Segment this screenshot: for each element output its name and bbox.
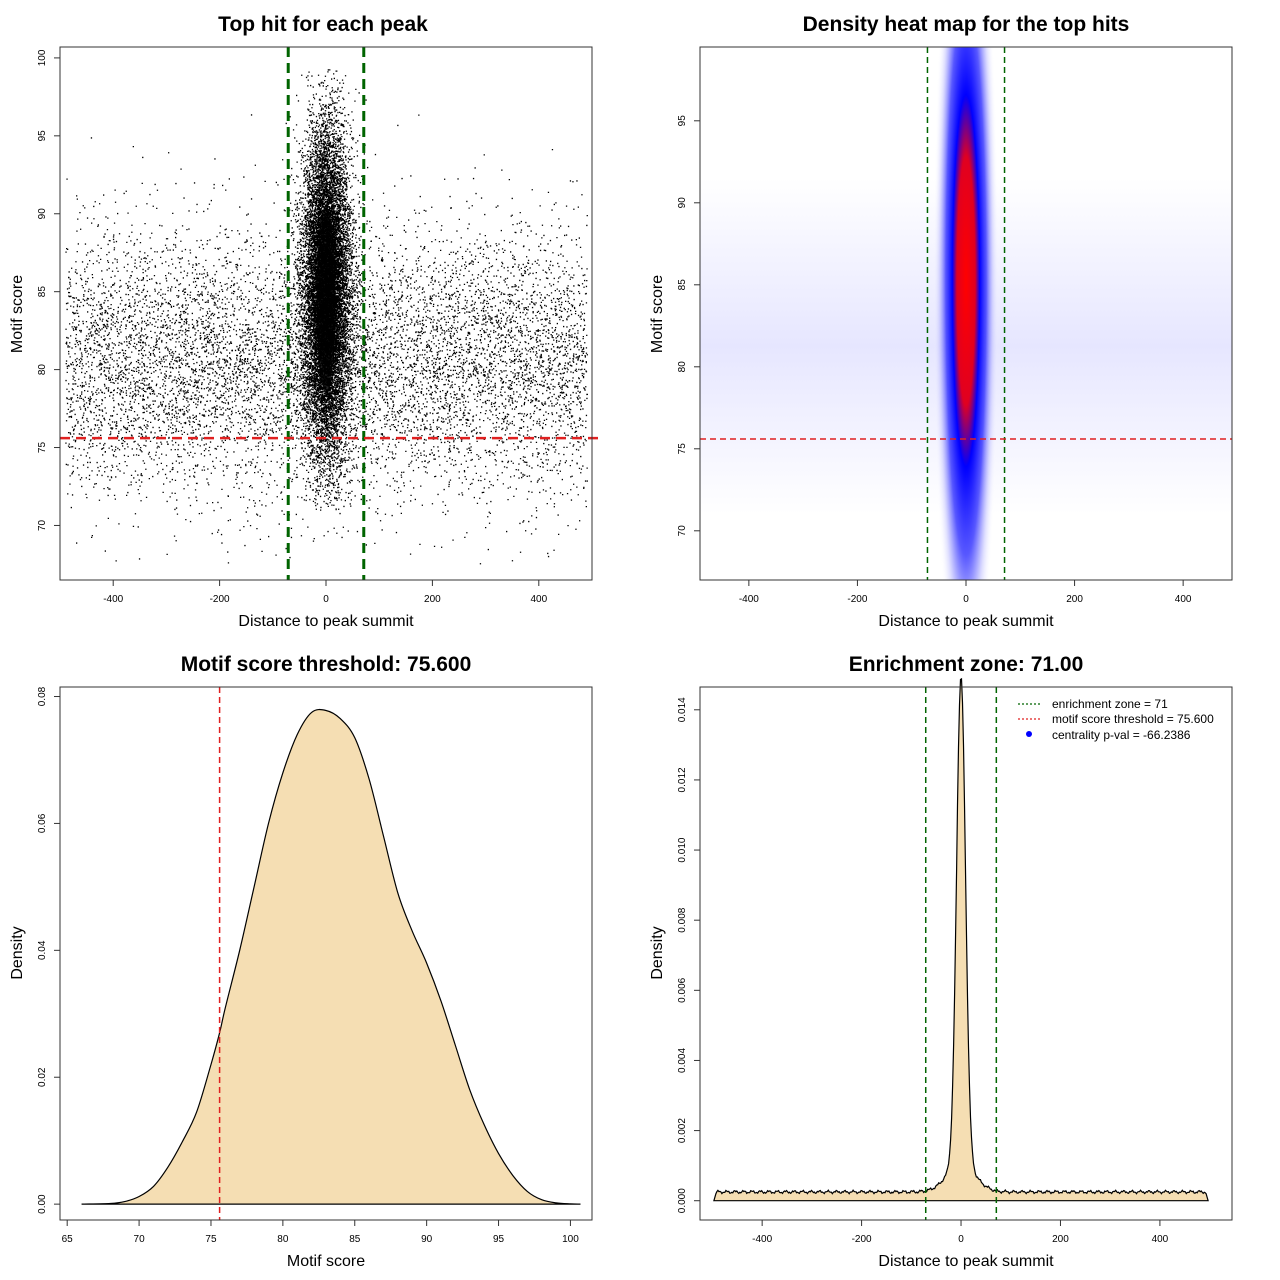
score-density-x-tick-label: 65 [62,1234,74,1245]
position-density-y-tick-label: 0.008 [677,907,688,932]
score-density-x-label: Motif score [287,1253,365,1270]
scatter-y-tick-label: 100 [37,49,48,66]
position-density-y-tick-label: 0.006 [677,977,688,1002]
scatter-y-tick-label: 95 [37,130,48,142]
legend-threshold-label: motif score threshold = 75.600 [1052,712,1214,726]
heatmap-x-tick-label: 200 [1066,594,1083,605]
score-density-panel: Motif score threshold: 75.600 65 70 75 80 85… [9,653,593,1270]
heatmap-y-tick-label: 85 [677,279,688,291]
scatter-y-tick-label: 80 [37,364,48,376]
position-density-x-tick-label: 200 [1052,1234,1069,1245]
position-density-y-tick-label: 0.004 [677,1048,688,1073]
scatter-y-tick-label: 90 [37,208,48,220]
scatter-points [65,69,589,565]
heatmap-y-tick-label: 80 [677,361,688,373]
heatmap-x-tick-label: -400 [739,594,759,605]
score-density-y-ticks: 0.00 0.02 0.04 0.06 0.08 [37,686,60,1214]
score-density-frame [59,686,593,1221]
score-density-curve [81,708,581,1205]
score-density-x-tick-label: 80 [277,1234,289,1245]
position-density-y-ticks: 0.000 0.002 0.004 0.006 0.008 0.010 0.012 0.014 [677,697,700,1213]
position-density-y-tick-label: 0.014 [677,697,688,722]
scatter-x-ticks: -400 -200 0 200 400 [103,580,548,605]
score-density-x-tick-label: 75 [205,1234,217,1245]
score-density-x-tick-label: 95 [493,1234,505,1245]
heatmap-y-tick-label: 70 [677,525,688,537]
heatmap-panel: Density heat map for the top hits -400 -2… [649,13,1233,630]
scatter-title: Top hit for each peak [218,13,428,36]
heatmap-x-tick-label: -200 [847,594,867,605]
score-density-x-tick-label: 100 [562,1234,579,1245]
score-density-title: Motif score threshold: 75.600 [181,653,472,676]
scatter-y-tick-label: 75 [37,442,48,454]
position-density-panel: Enrichment zone: 71.00 -400 -200 0 200 400 0… [649,653,1233,1270]
position-density-y-tick-label: 0.000 [677,1188,688,1213]
heatmap-y-tick-label: 95 [677,115,688,127]
legend: enrichment zone = 71 motif score thresho… [1018,697,1214,742]
scatter-panel: Top hit for each peak -400 -200 0 200 400 70… [9,13,600,630]
heatmap-x-label: Distance to peak summit [878,613,1054,630]
score-density-x-tick-label: 90 [421,1234,433,1245]
score-density-y-tick-label: 0.02 [37,1067,48,1087]
legend-enrichment-zone-label: enrichment zone = 71 [1052,697,1168,711]
scatter-x-tick-label: 0 [323,594,329,605]
scatter-dense-core [316,205,336,393]
position-density-y-tick-label: 0.002 [677,1118,688,1143]
score-density-y-tick-label: 0.06 [37,813,48,833]
position-density-title: Enrichment zone: 71.00 [849,653,1084,676]
heatmap-y-tick-label: 90 [677,197,688,209]
score-density-x-ticks: 65 70 75 80 85 90 95 100 [62,1220,579,1245]
heatmap-hotspot [933,47,999,580]
score-density-x-tick-label: 85 [349,1234,361,1245]
scatter-x-tick-label: -400 [103,594,123,605]
score-density-y-tick-label: 0.04 [37,940,48,960]
position-density-curve [713,677,1209,1202]
heatmap-y-label: Motif score [649,275,666,353]
legend-centrality-label: centrality p-val = -66.2386 [1052,728,1191,742]
score-density-y-tick-label: 0.08 [37,686,48,706]
position-density-x-ticks: -400 -200 0 200 400 [752,1220,1169,1245]
heatmap-title: Density heat map for the top hits [803,13,1130,36]
scatter-y-tick-label: 70 [37,519,48,531]
scatter-x-tick-label: 200 [424,594,441,605]
heatmap-y-tick-label: 75 [677,443,688,455]
position-density-x-label: Distance to peak summit [878,1253,1054,1270]
heatmap-x-tick-label: 400 [1175,594,1192,605]
heatmap-y-ticks: 70 75 80 85 90 95 [677,115,700,537]
position-density-frame [699,686,1233,1221]
position-density-x-tick-label: -400 [752,1234,772,1245]
heatmap-x-tick-label: 0 [963,594,969,605]
legend-centrality-point-icon [1026,731,1032,737]
score-density-x-tick-label: 70 [134,1234,146,1245]
position-density-x-tick-label: -200 [852,1234,872,1245]
position-density-y-tick-label: 0.010 [677,837,688,862]
score-density-y-tick-label: 0.00 [37,1194,48,1214]
score-density-y-label: Density [9,926,26,979]
position-density-x-tick-label: 0 [958,1234,964,1245]
scatter-x-tick-label: 400 [530,594,547,605]
scatter-y-tick-label: 85 [37,286,48,298]
scatter-x-tick-label: -200 [210,594,230,605]
heatmap-x-ticks: -400 -200 0 200 400 [739,580,1192,605]
position-density-y-label: Density [649,926,666,979]
scatter-x-label: Distance to peak summit [238,613,414,630]
scatter-y-ticks: 70 75 80 85 90 95 100 [37,49,60,531]
position-density-x-tick-label: 400 [1152,1234,1169,1245]
position-density-y-tick-label: 0.012 [677,767,688,792]
scatter-y-label: Motif score [9,275,26,353]
